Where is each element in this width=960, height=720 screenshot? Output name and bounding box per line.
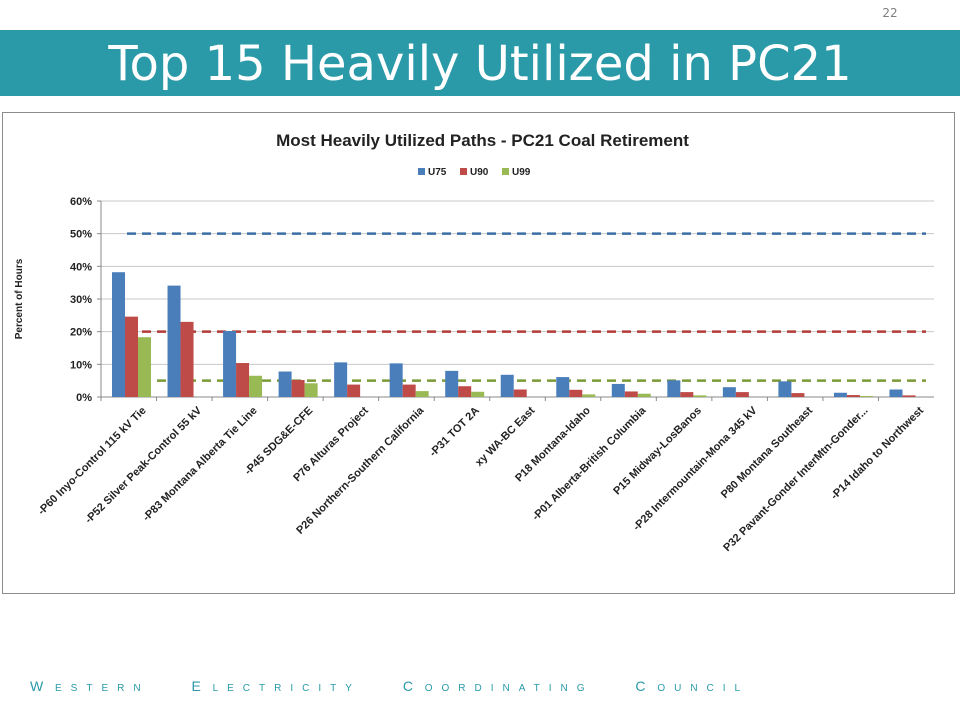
bar-u75: [889, 389, 903, 397]
bar-u75: [667, 380, 681, 397]
x-category-label: -P14 Idaho to Northwest: [829, 404, 927, 502]
legend-swatch-u90: [460, 168, 467, 175]
bar-u75: [167, 285, 181, 397]
y-tick-label: 0%: [76, 392, 92, 404]
chart-title: Most Heavily Utilized Paths - PC21 Coal …: [276, 131, 689, 150]
footer: W ESTERN E LECTRICITY C OORDINATING C OU…: [30, 678, 930, 698]
bar-u90: [513, 389, 527, 397]
legend-swatch-u99: [502, 168, 509, 175]
bar-u99: [693, 395, 707, 397]
slide-title: Top 15 Heavily Utilized in PC21: [108, 36, 852, 92]
bar-chart: Most Heavily Utilized Paths - PC21 Coal …: [14, 131, 934, 554]
x-category-label: -P60 Inyo-Control 115 kV Tie: [36, 405, 149, 518]
bar-u99: [582, 394, 596, 397]
bar-u90: [902, 395, 916, 397]
y-tick-label: 30%: [70, 294, 92, 306]
x-category-label: xy WA-BC East: [473, 404, 537, 468]
bar-u75: [500, 374, 514, 397]
bar-u75: [445, 370, 459, 397]
footer-word-1: W ESTERN: [30, 678, 150, 694]
title-banner: [0, 30, 960, 96]
y-tick-label: 50%: [70, 229, 92, 241]
y-tick-label: 40%: [70, 261, 92, 273]
bar-u90: [680, 392, 694, 397]
legend-label-u99: U99: [512, 167, 531, 178]
bar-u90: [180, 321, 194, 397]
x-category-label: -P01 Alberta-British Columbia: [530, 404, 649, 523]
bar-u75: [223, 331, 237, 397]
bar-u75: [389, 363, 403, 397]
legend-label-u90: U90: [470, 167, 489, 178]
legend-swatch-u75: [418, 168, 425, 175]
bar-u75: [833, 392, 847, 397]
chart-frame: Most Heavily Utilized Paths - PC21 Coal …: [2, 112, 955, 594]
y-axis-label: Percent of Hours: [14, 258, 25, 339]
x-category-label: -P31 TOT 2A: [427, 405, 482, 460]
bar-u75: [334, 362, 348, 397]
bar-u75: [112, 272, 125, 397]
footer-word-4: C OUNCIL: [635, 678, 750, 694]
bar-u90: [347, 384, 361, 397]
bar-u99: [859, 396, 873, 397]
bar-u90: [402, 384, 416, 397]
bar-u90: [624, 391, 638, 397]
bar-u90: [236, 363, 250, 397]
footer-word-2: E LECTRICITY: [191, 678, 361, 694]
x-category-label: P26 Northern-Southern California: [294, 404, 427, 537]
bar-u90: [125, 316, 138, 397]
footer-word-3: C OORDINATING: [402, 678, 594, 694]
bar-u99: [138, 337, 151, 397]
y-tick-label: 10%: [70, 359, 92, 371]
bar-u90: [735, 392, 749, 397]
bar-u90: [458, 386, 472, 397]
x-category-label: -P52 Silver Peak-Control 55 kV: [83, 404, 205, 526]
bar-u99: [415, 391, 429, 397]
bar-u75: [611, 383, 625, 397]
y-tick-label: 60%: [70, 196, 92, 208]
x-category-label: -P28 Intermountain-Mona 345 kV: [631, 404, 760, 533]
x-category-label: P80 Montana Southeast: [719, 404, 815, 500]
bar-u90: [291, 380, 305, 397]
bar-u99: [249, 375, 263, 397]
bar-u99: [637, 393, 651, 397]
bar-u90: [569, 389, 583, 397]
bar-u99: [471, 391, 485, 397]
bar-u90: [846, 395, 860, 397]
bar-u75: [556, 377, 570, 397]
legend-label-u75: U75: [428, 167, 447, 178]
bar-u75: [722, 387, 736, 397]
page-number: 22: [882, 6, 898, 20]
bar-u75: [778, 381, 792, 397]
bar-u99: [304, 383, 318, 397]
bar-u90: [791, 393, 805, 397]
bar-u75: [278, 371, 292, 397]
x-category-label: -P83 Montana Alberta Tie Line: [141, 405, 260, 524]
y-tick-label: 20%: [70, 327, 92, 339]
